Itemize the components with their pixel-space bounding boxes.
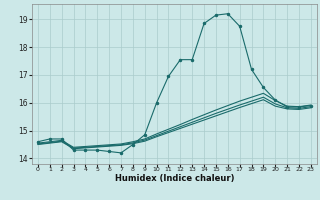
X-axis label: Humidex (Indice chaleur): Humidex (Indice chaleur) [115,174,234,183]
